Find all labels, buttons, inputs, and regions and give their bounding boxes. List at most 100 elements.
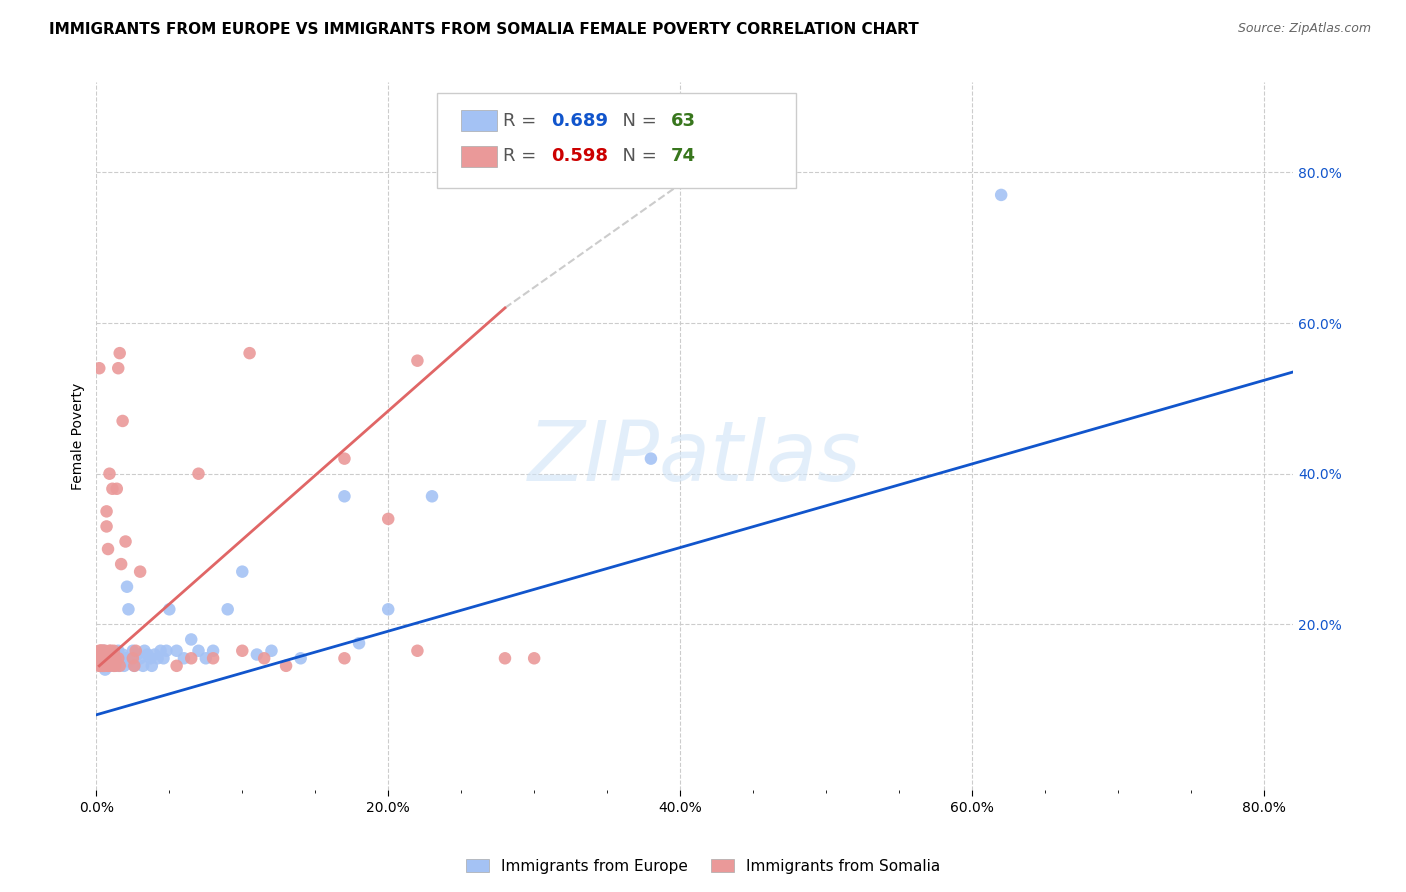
Point — [166, 644, 188, 658]
Point — [640, 451, 662, 466]
Point — [97, 651, 120, 665]
Point — [93, 658, 115, 673]
Point — [93, 651, 115, 665]
Point — [260, 644, 283, 658]
Point — [194, 651, 217, 665]
Point — [377, 512, 399, 526]
Point — [129, 651, 152, 665]
Point — [406, 644, 429, 658]
Point — [124, 658, 146, 673]
Point — [97, 542, 120, 557]
Point — [253, 651, 276, 665]
Point — [108, 658, 131, 673]
Text: 0.598: 0.598 — [551, 147, 609, 165]
Point — [104, 658, 127, 673]
Point — [139, 651, 162, 665]
Point — [157, 602, 180, 616]
Point — [96, 504, 118, 518]
Point — [107, 651, 129, 665]
Point — [111, 648, 134, 662]
Y-axis label: Female Poverty: Female Poverty — [72, 383, 86, 490]
Point — [93, 651, 115, 665]
Point — [104, 651, 127, 665]
Point — [98, 658, 121, 673]
Point — [90, 648, 112, 662]
Point — [217, 602, 239, 616]
Point — [96, 648, 118, 662]
Point — [97, 658, 120, 673]
Point — [173, 651, 195, 665]
Point — [152, 651, 174, 665]
Point — [202, 651, 225, 665]
Point — [90, 651, 112, 665]
Point — [110, 655, 132, 669]
Text: R =: R = — [503, 147, 543, 165]
Point — [91, 644, 114, 658]
Point — [231, 644, 253, 658]
Point — [98, 644, 121, 658]
Point — [143, 648, 166, 662]
Point — [90, 658, 112, 673]
Point — [121, 644, 143, 658]
Point — [89, 644, 111, 658]
Text: R =: R = — [503, 112, 543, 130]
Point — [96, 651, 118, 665]
Point — [166, 658, 188, 673]
Point — [121, 651, 143, 665]
Point — [114, 651, 136, 665]
Point — [377, 602, 399, 616]
Point — [90, 651, 112, 665]
Point — [149, 644, 172, 658]
Point — [96, 655, 118, 669]
Legend: R = 0.689   N = 63, R = 0.598   N = 74: R = 0.689 N = 63, R = 0.598 N = 74 — [464, 91, 693, 158]
Text: IMMIGRANTS FROM EUROPE VS IMMIGRANTS FROM SOMALIA FEMALE POVERTY CORRELATION CHA: IMMIGRANTS FROM EUROPE VS IMMIGRANTS FRO… — [49, 22, 920, 37]
Point — [107, 361, 129, 376]
Point — [90, 651, 112, 665]
Point — [98, 467, 121, 481]
Point — [103, 658, 125, 673]
Point — [420, 489, 443, 503]
Point — [105, 482, 128, 496]
Point — [90, 658, 112, 673]
Point — [494, 651, 516, 665]
Point — [101, 651, 124, 665]
Legend: Immigrants from Europe, Immigrants from Somalia: Immigrants from Europe, Immigrants from … — [460, 853, 946, 880]
Point — [187, 644, 209, 658]
Point — [246, 648, 269, 662]
Point — [202, 644, 225, 658]
Point — [100, 644, 122, 658]
Point — [93, 655, 115, 669]
Point — [107, 658, 129, 673]
Point — [90, 644, 112, 658]
Point — [112, 658, 135, 673]
Point — [101, 482, 124, 496]
Point — [91, 648, 114, 662]
Point — [100, 651, 122, 665]
Point — [94, 658, 117, 673]
FancyBboxPatch shape — [437, 93, 796, 188]
Point — [134, 644, 156, 658]
Point — [347, 636, 370, 650]
Point — [103, 658, 125, 673]
Point — [290, 651, 312, 665]
Point — [89, 361, 111, 376]
Point — [120, 651, 142, 665]
Point — [115, 580, 138, 594]
Text: Source: ZipAtlas.com: Source: ZipAtlas.com — [1237, 22, 1371, 36]
Point — [100, 658, 122, 673]
Point — [93, 644, 115, 658]
Point — [94, 651, 117, 665]
Point — [180, 632, 202, 647]
Point — [89, 651, 111, 665]
Point — [105, 655, 128, 669]
Point — [91, 658, 114, 673]
Point — [523, 651, 546, 665]
Text: 0.689: 0.689 — [551, 112, 609, 130]
Point — [129, 565, 152, 579]
Point — [146, 651, 169, 665]
Point — [180, 651, 202, 665]
Point — [406, 353, 429, 368]
Point — [990, 188, 1012, 202]
Point — [117, 602, 139, 616]
Point — [132, 658, 155, 673]
